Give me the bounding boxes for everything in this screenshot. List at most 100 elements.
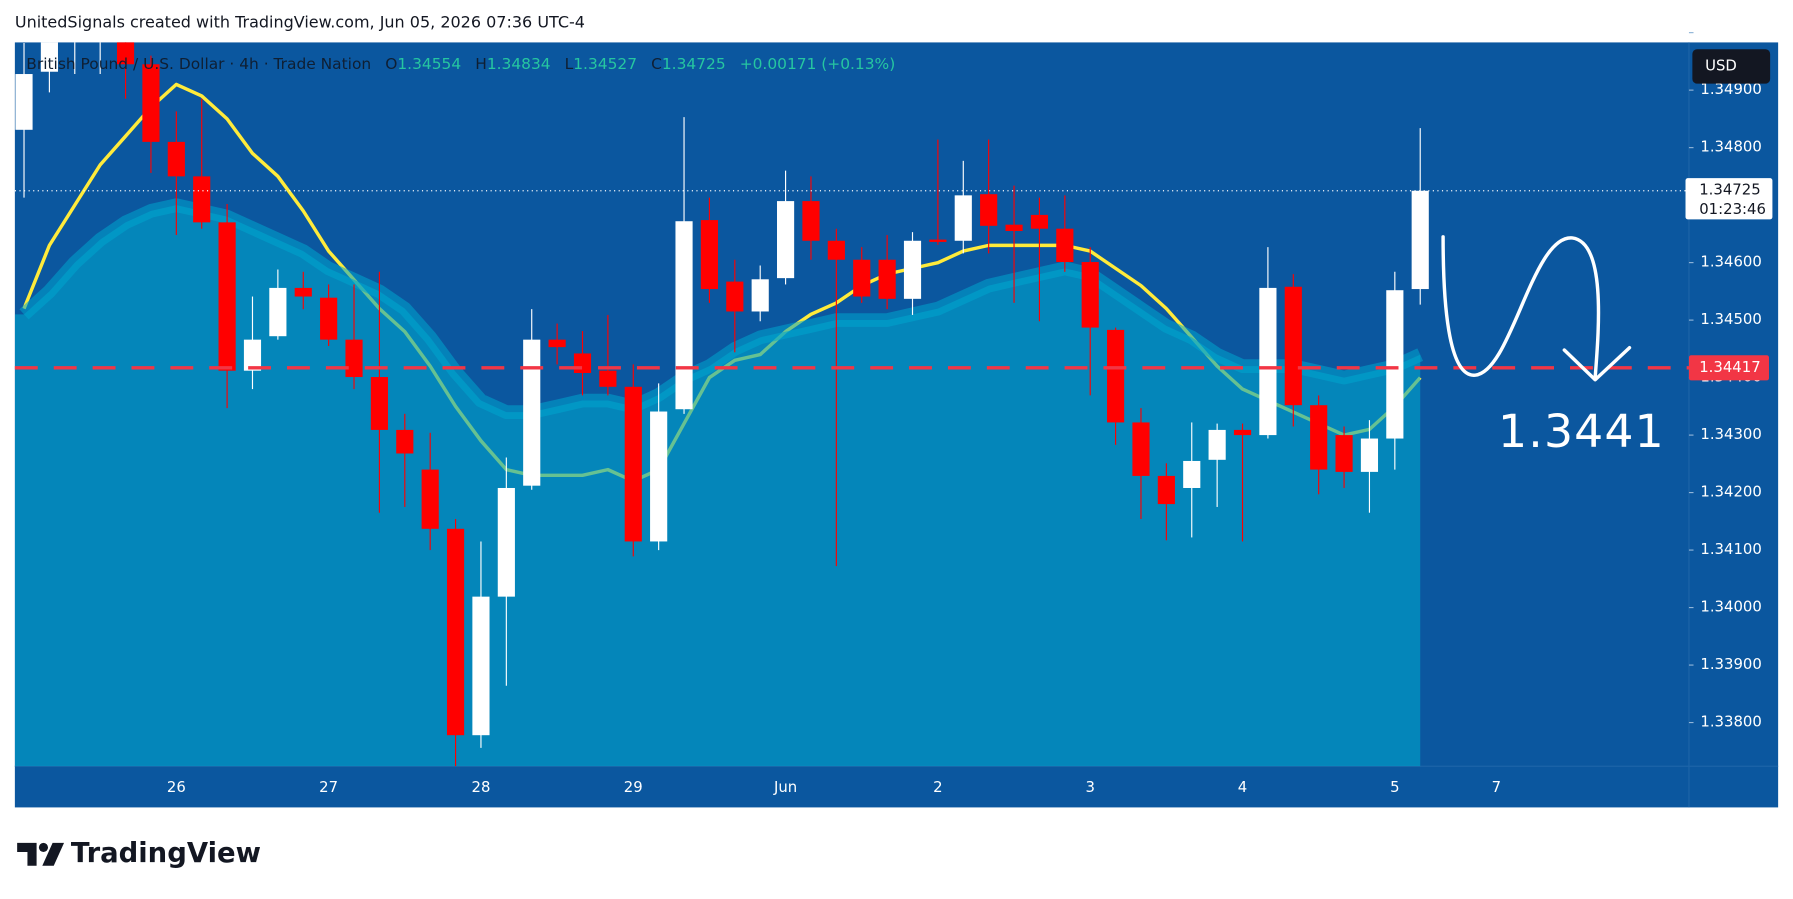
candle-body bbox=[827, 240, 845, 260]
x-tick-label: 5 bbox=[1390, 778, 1399, 796]
candle-body bbox=[878, 259, 896, 299]
candle-body bbox=[116, 42, 135, 65]
candle-body bbox=[1335, 435, 1353, 472]
candle-body bbox=[523, 339, 541, 486]
candle-body bbox=[599, 370, 617, 387]
legend-open-label: O bbox=[385, 55, 397, 73]
ma-band-area bbox=[14, 205, 1421, 767]
legend-low: 1.34527 bbox=[573, 55, 637, 73]
candle-body bbox=[40, 42, 58, 72]
currency-label[interactable]: USD bbox=[1705, 56, 1737, 74]
candle-body bbox=[269, 287, 287, 337]
candle-body bbox=[675, 221, 693, 410]
x-tick-label: 27 bbox=[319, 778, 338, 796]
candle-body bbox=[650, 411, 668, 542]
candle-body bbox=[1081, 262, 1099, 328]
logo-slash bbox=[42, 842, 65, 866]
candle-body bbox=[726, 281, 744, 312]
last-price-box bbox=[1685, 178, 1773, 220]
x-tick-label: 2 bbox=[933, 778, 942, 796]
candle-body bbox=[853, 259, 871, 297]
candle-body bbox=[548, 339, 566, 348]
legend-open: 1.34554 bbox=[397, 55, 461, 73]
candle-body bbox=[700, 220, 719, 290]
annotation: 1.3441 bbox=[1498, 405, 1665, 458]
y-tick-label: 1.34500 bbox=[1700, 310, 1761, 328]
candle-body bbox=[497, 487, 515, 597]
candle-body bbox=[1157, 475, 1175, 505]
candle-body bbox=[954, 195, 972, 241]
candle-body bbox=[1132, 422, 1150, 476]
x-tick-label: 7 bbox=[1492, 778, 1501, 796]
candle-body bbox=[396, 429, 414, 454]
y-tick-label: 1.34200 bbox=[1700, 483, 1761, 501]
candle-body bbox=[1030, 214, 1049, 229]
y-tick-label: 1.34600 bbox=[1700, 253, 1761, 271]
y-tick-label: 1.34800 bbox=[1700, 138, 1761, 156]
ma-band-edge bbox=[19, 198, 1424, 419]
level-box bbox=[1688, 355, 1769, 381]
level-label: 1.34417 bbox=[1699, 358, 1760, 376]
candle-body bbox=[1259, 287, 1277, 436]
candle-body bbox=[345, 339, 363, 378]
logo-dot bbox=[38, 842, 49, 853]
legend-close: 1.34725 bbox=[662, 55, 726, 73]
candle-body bbox=[1208, 429, 1226, 460]
drawn-arrow bbox=[1441, 235, 1632, 382]
candle-body bbox=[1233, 429, 1252, 436]
currency-badge[interactable] bbox=[1692, 49, 1771, 84]
candle-body bbox=[1386, 290, 1404, 439]
legend: British Pound / U.S. Dollar · 4h · Trade… bbox=[26, 55, 895, 73]
x-tick-label: Jun bbox=[773, 778, 797, 796]
legend-symbol: British Pound / U.S. Dollar · 4h · Trade… bbox=[26, 55, 371, 73]
last-price-label: 1.34725 bbox=[1699, 181, 1760, 199]
candle-body bbox=[1183, 460, 1201, 488]
candle-body bbox=[15, 74, 33, 130]
candle-body bbox=[573, 353, 592, 373]
y-tick-label: 1.33800 bbox=[1700, 713, 1761, 731]
y-tick-label: 1.33900 bbox=[1700, 655, 1761, 673]
x-tick-label: 4 bbox=[1238, 778, 1247, 796]
legend-high-label: H bbox=[475, 55, 487, 73]
candle-body bbox=[218, 222, 236, 371]
candle-body bbox=[193, 176, 211, 223]
candle-body bbox=[294, 287, 312, 297]
y-tick-label: 1.34300 bbox=[1700, 425, 1761, 443]
candle-body bbox=[802, 201, 820, 241]
candle-body bbox=[421, 469, 439, 529]
candle-body bbox=[370, 377, 388, 430]
candle-body bbox=[1360, 438, 1379, 472]
candle-body bbox=[142, 64, 160, 142]
legend-change: +0.00171 (+0.13%) bbox=[740, 55, 896, 73]
candle-body bbox=[167, 141, 185, 177]
y-tick-label: 1.35000 bbox=[1700, 23, 1761, 41]
x-tick-label: 26 bbox=[167, 778, 186, 796]
y-tick-label: 1.34100 bbox=[1700, 540, 1761, 558]
candle-body bbox=[320, 297, 338, 340]
candle-body bbox=[624, 386, 642, 542]
countdown-label: 01:23:46 bbox=[1699, 200, 1766, 218]
candle-body bbox=[1005, 224, 1023, 231]
logo-mark bbox=[17, 842, 37, 866]
legend-close-label: C bbox=[651, 55, 662, 73]
candle-body bbox=[929, 239, 947, 242]
brand-logo bbox=[17, 842, 65, 866]
candle-body bbox=[980, 194, 998, 226]
candle-body bbox=[777, 201, 795, 279]
candle-body bbox=[1411, 190, 1429, 290]
candle-body bbox=[1107, 329, 1125, 423]
candle-body bbox=[472, 596, 490, 736]
candle-body bbox=[243, 339, 262, 371]
candle-body bbox=[1310, 405, 1328, 470]
x-tick-label: 28 bbox=[471, 778, 490, 796]
y-tick-label: 1.34000 bbox=[1700, 598, 1761, 616]
x-tick-label: 3 bbox=[1085, 778, 1094, 796]
candle-body bbox=[751, 279, 769, 312]
candle-body bbox=[1056, 228, 1074, 263]
candle-body bbox=[1284, 286, 1302, 406]
y-tick-label: 1.34900 bbox=[1700, 80, 1761, 98]
attribution: UnitedSignals created with TradingView.c… bbox=[15, 12, 585, 31]
